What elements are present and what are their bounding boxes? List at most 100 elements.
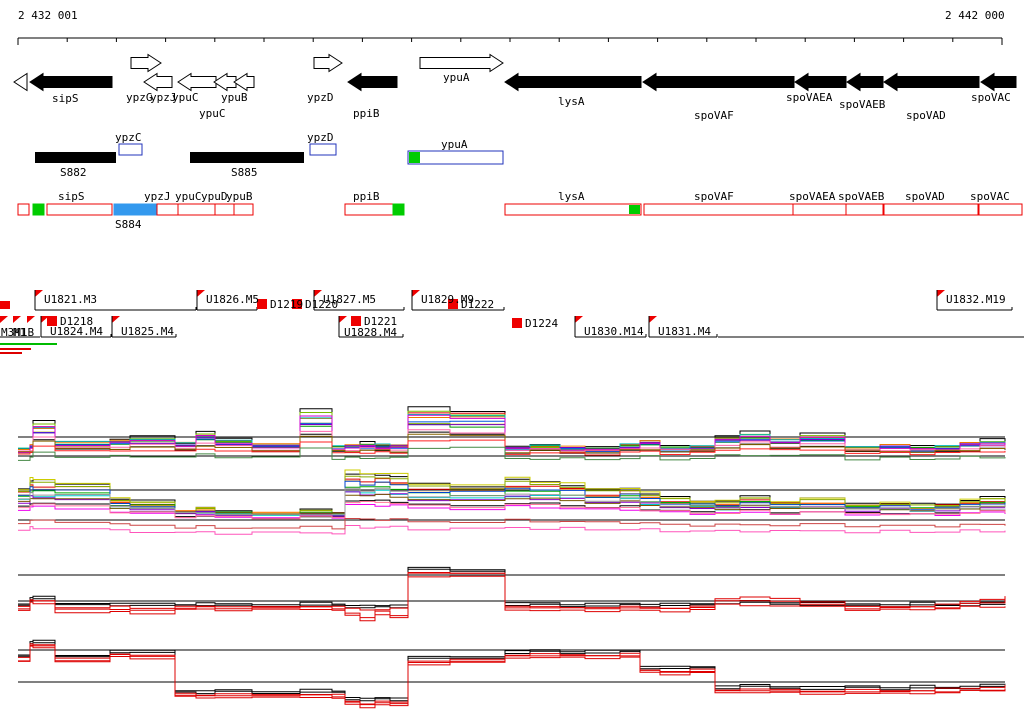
segment-label: S885 (231, 166, 258, 179)
red-segment-box-ypuC[interactable] (177, 203, 216, 216)
expression-line-expression-panel-1-2 (18, 412, 1006, 452)
marker-label[interactable]: D1221 (364, 315, 398, 328)
gene-arrow-spoVAEA[interactable] (794, 72, 847, 92)
red-segment-box-ppiB[interactable] (344, 203, 394, 216)
expression-line-expression-panel-4-4 (18, 644, 1006, 705)
gene-label: ypuC (199, 107, 226, 120)
segment-label[interactable]: spoVAEB (838, 190, 885, 203)
gene-arrow-ypzD[interactable] (313, 53, 343, 73)
red-segment-box-ypzJ[interactable] (156, 203, 179, 216)
red-segment-box-S884[interactable] (113, 203, 158, 216)
red-segment-box-spoVAEB[interactable] (845, 203, 884, 216)
marker-label[interactable]: D1222 (461, 298, 495, 311)
expression-line-expression-panel-1-14 (18, 446, 1006, 461)
segment-label[interactable]: ppiB (353, 190, 380, 203)
segment-label[interactable]: ypuC (175, 190, 202, 203)
marker-flag-icon[interactable] (339, 316, 347, 323)
segment-label[interactable]: spoVAC (970, 190, 1010, 203)
gene-arrow-fragment[interactable] (13, 72, 28, 92)
d-marker-box-D1220[interactable] (292, 299, 302, 309)
marker-flag-icon[interactable] (13, 316, 21, 323)
gene-arrow-ypuB[interactable] (233, 72, 255, 92)
marker-label[interactable]: U1829.M9 (421, 293, 474, 306)
segment-label[interactable]: ypuB (226, 190, 253, 203)
gene-arrow-spoVAC[interactable] (980, 72, 1017, 92)
gene-arrow-ypzJ[interactable] (143, 72, 173, 92)
marker-label: M3M1B (1, 326, 35, 339)
marker-flag-icon[interactable] (197, 290, 205, 297)
red-segment-box-lysA[interactable] (504, 203, 642, 216)
red-segment-box-ypuB[interactable] (233, 203, 254, 216)
gene-label: ypzJ (150, 91, 177, 104)
d-marker-box-D1221[interactable] (351, 316, 361, 326)
feature-box-ypzD[interactable] (309, 143, 337, 156)
red-segment-box-spoVAD[interactable] (883, 203, 979, 216)
segment-label[interactable]: spoVAD (905, 190, 945, 203)
marker-flag-icon[interactable] (112, 316, 120, 323)
gene-label: ppiB (353, 107, 380, 120)
red-segment-box-spoVAEA[interactable] (792, 203, 847, 216)
segment-label[interactable]: ypuD (201, 190, 228, 203)
marker-label[interactable]: D1220 (305, 298, 339, 311)
marker-flag-icon[interactable] (575, 316, 583, 323)
red-segment-box-spoVAF[interactable] (643, 203, 794, 216)
marker-flag-icon[interactable] (314, 290, 322, 297)
marker-label[interactable]: U1827.M5 (323, 293, 376, 306)
d-marker-box-D1222[interactable] (448, 299, 458, 309)
marker-flag-icon[interactable] (0, 316, 8, 323)
gene-arrow-ypuA[interactable] (419, 53, 504, 73)
gene-arrow-ppiB[interactable] (347, 72, 398, 92)
marker-flag-icon[interactable] (937, 290, 945, 297)
marker-label[interactable]: D1219 (270, 298, 304, 311)
red-segment-box-ypuD[interactable] (214, 203, 235, 216)
gene-arrow-sipS[interactable] (29, 72, 113, 92)
segment-label[interactable]: spoVAEA (789, 190, 836, 203)
marker-flag-icon[interactable] (649, 316, 657, 323)
red-segment-box-sipS[interactable] (46, 203, 113, 216)
segment-label[interactable]: S884 (115, 218, 142, 231)
red-segment-box[interactable] (17, 203, 30, 216)
red-segment-box-spoVAC[interactable] (978, 203, 1023, 216)
marker-label[interactable]: D1218 (60, 315, 94, 328)
expression-line-expression-panel-3-2 (18, 572, 1006, 619)
d-marker-box-D1218[interactable] (47, 316, 57, 326)
gene-label: ypuC (172, 91, 199, 104)
gene-arrow-ypzG[interactable] (130, 53, 162, 73)
gene-arrow-ypuD[interactable] (213, 72, 237, 92)
gene-label: spoVAF (694, 109, 734, 122)
red-segment-box[interactable] (392, 203, 405, 216)
gene-label: ypzG (126, 91, 153, 104)
segment-label[interactable]: sipS (58, 190, 85, 203)
expression-line-expression-panel-2-11 (18, 501, 1006, 520)
marker-flag-icon[interactable] (27, 316, 35, 323)
segment-label[interactable]: ypzJ (144, 190, 171, 203)
d-marker-box-D1224[interactable] (512, 318, 522, 328)
gene-arrow-spoVAEB[interactable] (846, 72, 884, 92)
marker-label[interactable]: U1832.M19 (946, 293, 1006, 306)
gene-arrow-lysA[interactable] (504, 72, 642, 92)
marker-flag-icon[interactable] (35, 290, 43, 297)
feature-box-ypuA[interactable] (407, 150, 504, 165)
segment-box-S885[interactable] (190, 152, 304, 163)
marker-flag-icon[interactable] (412, 290, 420, 297)
feature-box-ypzC[interactable] (118, 143, 143, 156)
marker-label[interactable]: U1831.M4 (658, 325, 711, 338)
gene-label: spoVAD (906, 109, 946, 122)
segment-label[interactable]: lysA (558, 190, 585, 203)
marker-label[interactable]: U1825.M4 (121, 325, 174, 338)
red-segment-box[interactable] (32, 203, 45, 216)
segment-box-S882[interactable] (35, 152, 116, 163)
segment-label[interactable]: spoVAF (694, 190, 734, 203)
segment-label: S882 (60, 166, 87, 179)
gene-arrow-spoVAD[interactable] (883, 72, 980, 92)
segment-label: ypzC (115, 131, 142, 144)
marker-label[interactable]: U1830.M14 (584, 325, 644, 338)
marker-label[interactable]: U1826.M5 (206, 293, 259, 306)
d-marker-box-D1219[interactable] (257, 299, 267, 309)
marker-label[interactable]: D1224 (525, 317, 559, 330)
gene-arrow-spoVAF[interactable] (642, 72, 795, 92)
marker-label[interactable]: U1828.M4 (344, 326, 397, 339)
gene-arrow-ypuC[interactable] (177, 72, 217, 92)
marker-label[interactable]: U1824.M4 (50, 325, 103, 338)
marker-label[interactable]: U1821.M3 (44, 293, 97, 306)
